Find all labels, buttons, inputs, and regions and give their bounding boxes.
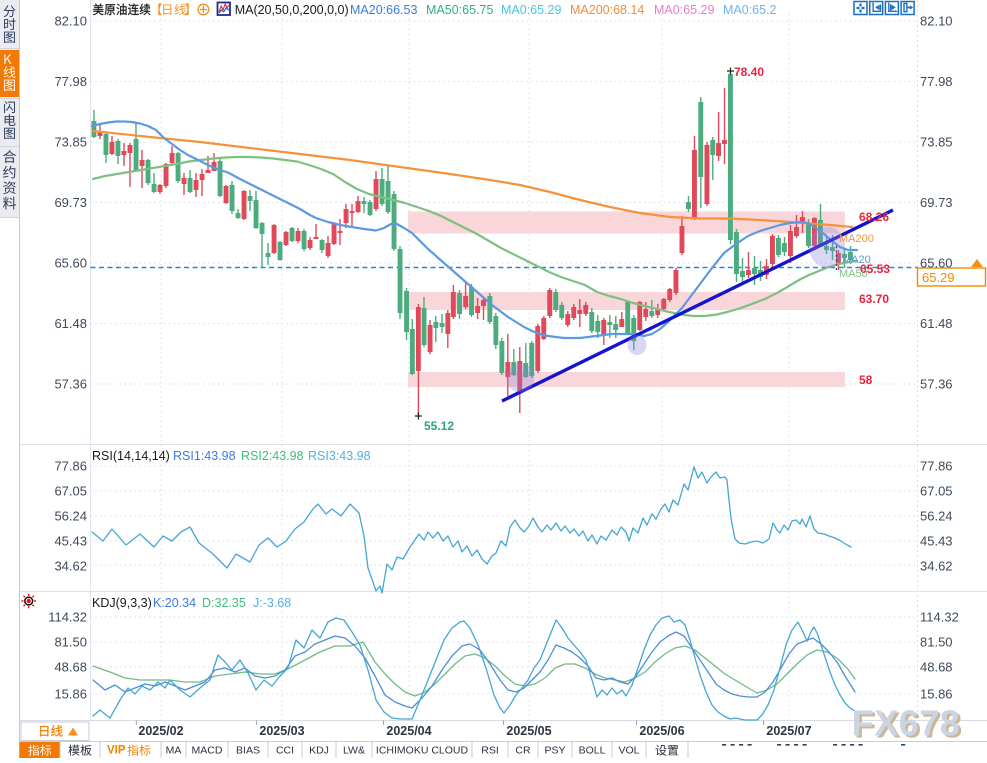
svg-text:56.24: 56.24	[54, 509, 87, 524]
svg-text:57.36: 57.36	[920, 377, 953, 392]
svg-text:63.70: 63.70	[859, 292, 889, 306]
svg-text:34.62: 34.62	[54, 559, 87, 574]
svg-text:67.05: 67.05	[54, 484, 87, 499]
svg-text:KDJ: KDJ	[309, 745, 329, 757]
svg-text:2025/02: 2025/02	[138, 724, 183, 738]
svg-text:81.50: 81.50	[54, 635, 87, 650]
svg-text:2025/04: 2025/04	[386, 724, 431, 738]
svg-text:67.05: 67.05	[920, 484, 953, 499]
svg-text:MA0:65.29: MA0:65.29	[654, 3, 715, 17]
svg-text:FX678: FX678	[852, 703, 961, 744]
svg-text:114.32: 114.32	[48, 610, 87, 625]
svg-text:73.85: 73.85	[920, 135, 953, 150]
svg-text:FX678: FX678	[854, 705, 963, 746]
svg-text:RSI1:43.98: RSI1:43.98	[173, 449, 236, 463]
svg-text:PSY: PSY	[544, 745, 565, 757]
svg-text:77.98: 77.98	[54, 74, 87, 89]
svg-text:58: 58	[859, 373, 873, 387]
svg-text:CR: CR	[515, 745, 531, 757]
svg-text:MA50: MA50	[839, 268, 868, 280]
svg-text:65.60: 65.60	[54, 256, 87, 271]
svg-text:RSI: RSI	[481, 745, 499, 757]
svg-text:BOLL: BOLL	[579, 745, 606, 757]
svg-text:48.68: 48.68	[920, 660, 953, 675]
svg-text:K:20.34: K:20.34	[153, 596, 196, 610]
svg-text:KDJ(9,3,3): KDJ(9,3,3)	[92, 596, 152, 610]
svg-text:78.40: 78.40	[734, 65, 764, 79]
svg-text:57.36: 57.36	[54, 377, 87, 392]
svg-text:77.86: 77.86	[54, 459, 87, 474]
svg-text:73.85: 73.85	[54, 135, 87, 150]
svg-text:114.32: 114.32	[920, 610, 959, 625]
svg-text:15.86: 15.86	[54, 687, 87, 702]
svg-text:65.53: 65.53	[860, 262, 890, 276]
svg-text:LW&: LW&	[343, 745, 365, 757]
svg-text:55.12: 55.12	[424, 419, 454, 433]
svg-text:BIAS: BIAS	[236, 745, 260, 757]
svg-text:MA20:66.53: MA20:66.53	[350, 3, 417, 17]
svg-text:2025/03: 2025/03	[259, 724, 304, 738]
svg-text:65.29: 65.29	[922, 270, 955, 285]
svg-text:2025/07: 2025/07	[766, 724, 811, 738]
svg-text:MA20: MA20	[842, 254, 871, 266]
svg-text:61.48: 61.48	[54, 316, 87, 331]
svg-text:ICHIMOKU CLOUD: ICHIMOKU CLOUD	[376, 745, 469, 757]
svg-text:81.50: 81.50	[920, 635, 953, 650]
svg-text:65.60: 65.60	[920, 256, 953, 271]
svg-text:RSI(14,14,14): RSI(14,14,14)	[92, 449, 170, 463]
svg-text:MA50:65.75: MA50:65.75	[426, 3, 493, 17]
svg-text:J:-3.68: J:-3.68	[253, 596, 291, 610]
svg-text:82.10: 82.10	[54, 14, 87, 29]
svg-text:MA: MA	[166, 745, 182, 757]
svg-text:69.73: 69.73	[920, 195, 953, 210]
svg-text:D:32.35: D:32.35	[202, 596, 246, 610]
svg-text:77.86: 77.86	[920, 459, 953, 474]
svg-text:RSI2:43.98: RSI2:43.98	[241, 449, 304, 463]
svg-text:61.48: 61.48	[920, 316, 953, 331]
svg-text:MA0:65.2: MA0:65.2	[723, 3, 777, 17]
svg-text:48.68: 48.68	[54, 660, 87, 675]
svg-text:56.24: 56.24	[920, 509, 953, 524]
svg-text:MA(20,50,0,200,0,0): MA(20,50,0,200,0,0)	[235, 3, 349, 17]
svg-text:82.10: 82.10	[920, 14, 953, 29]
svg-text:2025/06: 2025/06	[639, 724, 684, 738]
svg-text:68.26: 68.26	[859, 210, 889, 224]
svg-text:15.86: 15.86	[920, 687, 953, 702]
svg-text:2025/05: 2025/05	[506, 724, 551, 738]
svg-text:34.62: 34.62	[920, 559, 953, 574]
svg-text:MA200:68.14: MA200:68.14	[570, 3, 644, 17]
svg-text:45.43: 45.43	[54, 534, 87, 549]
svg-text:MA200: MA200	[839, 233, 874, 245]
svg-text:69.73: 69.73	[54, 195, 87, 210]
svg-text:RSI3:43.98: RSI3:43.98	[308, 449, 371, 463]
svg-text:VOL: VOL	[618, 745, 639, 757]
svg-text:CCI: CCI	[276, 745, 294, 757]
svg-text:45.43: 45.43	[920, 534, 953, 549]
svg-text:77.98: 77.98	[920, 74, 953, 89]
svg-text:VIP: VIP	[107, 745, 126, 757]
svg-text:MACD: MACD	[192, 745, 223, 757]
svg-text:MA0:65.29: MA0:65.29	[501, 3, 562, 17]
